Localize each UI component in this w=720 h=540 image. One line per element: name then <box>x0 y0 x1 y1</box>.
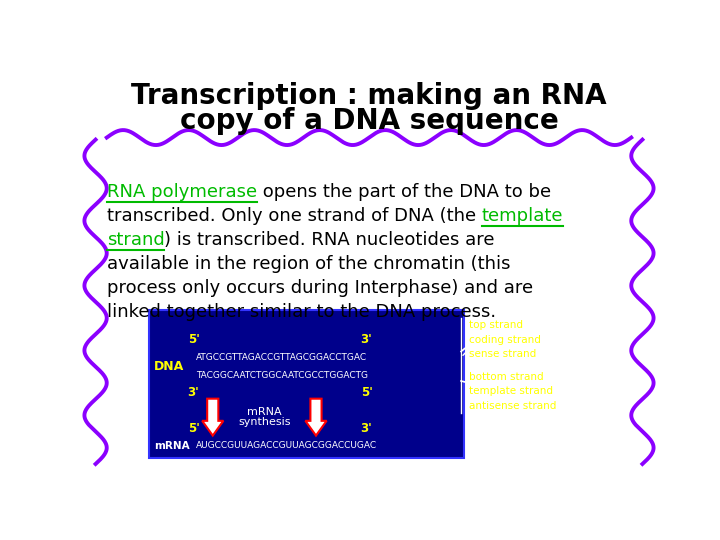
Text: linked together similar to the DNA process.: linked together similar to the DNA proce… <box>107 303 496 321</box>
FancyArrow shape <box>202 399 223 436</box>
Text: mRNA: mRNA <box>247 407 282 417</box>
Text: antisense strand: antisense strand <box>469 401 557 411</box>
Text: RNA polymerase: RNA polymerase <box>107 183 257 201</box>
Text: opens the part of the DNA to be: opens the part of the DNA to be <box>257 183 551 201</box>
Text: 5': 5' <box>188 333 199 346</box>
Bar <box>148 310 464 458</box>
Text: copy of a DNA sequence: copy of a DNA sequence <box>179 107 559 135</box>
Text: template strand: template strand <box>469 386 554 396</box>
Text: synthesis: synthesis <box>238 417 291 427</box>
Text: process only occurs during Interphase) and are: process only occurs during Interphase) a… <box>107 279 533 297</box>
Text: 5': 5' <box>188 422 199 435</box>
Text: TACGGCAATCTGGCAATCGCCTGGACTG: TACGGCAATCTGGCAATCGCCTGGACTG <box>196 370 368 380</box>
FancyArrow shape <box>305 399 327 436</box>
Text: top strand: top strand <box>469 320 523 330</box>
Text: 3': 3' <box>361 422 372 435</box>
Text: AUGCCGUUAGACCGUUAGCGGACCUGAC: AUGCCGUUAGACCGUUAGCGGACCUGAC <box>196 441 377 450</box>
Text: mRNA: mRNA <box>154 441 190 451</box>
Text: transcribed. Only one strand of DNA (the: transcribed. Only one strand of DNA (the <box>107 207 482 225</box>
Text: Transcription : making an RNA: Transcription : making an RNA <box>131 82 607 110</box>
Text: 5': 5' <box>361 386 372 399</box>
Text: 3': 3' <box>361 333 372 346</box>
Text: bottom strand: bottom strand <box>469 372 544 382</box>
Text: 3': 3' <box>188 386 199 399</box>
Text: strand: strand <box>107 231 164 249</box>
Text: template: template <box>482 207 563 225</box>
Text: DNA: DNA <box>154 360 184 373</box>
Text: ATGCCGTTAGACCGTTAGCGGACCTGAC: ATGCCGTTAGACCGTTAGCGGACCTGAC <box>196 353 367 362</box>
Text: ) is transcribed. RNA nucleotides are: ) is transcribed. RNA nucleotides are <box>164 231 495 249</box>
Text: available in the region of the chromatin (this: available in the region of the chromatin… <box>107 255 510 273</box>
Text: sense strand: sense strand <box>469 349 536 360</box>
Text: coding strand: coding strand <box>469 335 541 345</box>
